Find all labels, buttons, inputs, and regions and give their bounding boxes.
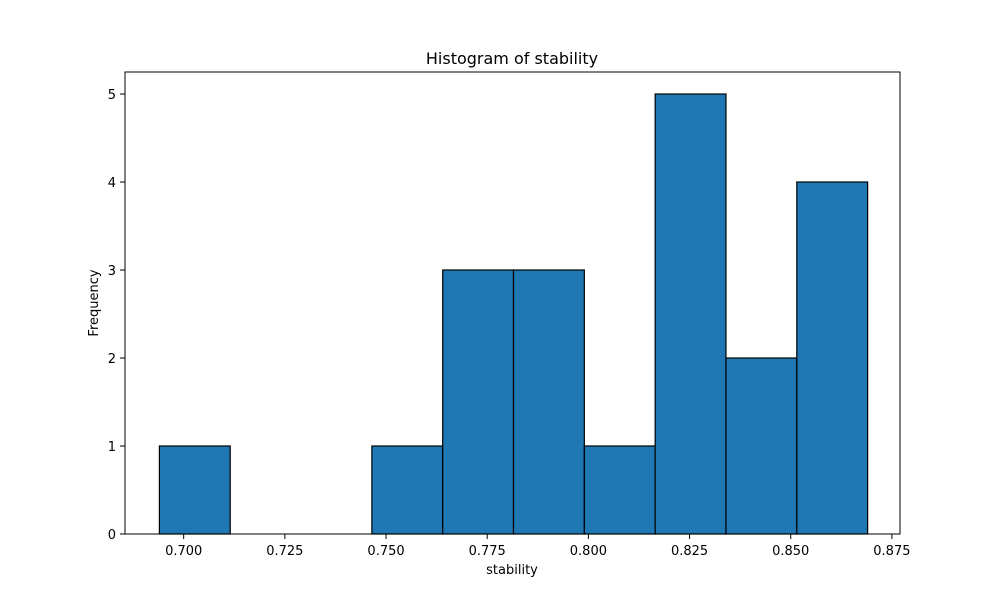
x-tick-label: 0.700: [165, 544, 202, 559]
plot-frame: [124, 71, 901, 535]
histogram-bar: [583, 445, 656, 535]
histogram-bar: [512, 269, 585, 535]
histogram-bar: [158, 445, 231, 535]
bars-group: [158, 93, 869, 535]
y-tick-label: 2: [108, 352, 116, 367]
histogram-bar: [725, 357, 798, 535]
x-tick-label: 0.825: [671, 544, 708, 559]
x-tick-label: 0.725: [266, 544, 303, 559]
y-axis: 0 1 2 3 4 5: [108, 88, 125, 543]
x-tick-label: 0.775: [469, 544, 506, 559]
x-tick-label: 0.800: [570, 544, 607, 559]
x-axis: 0.700 0.725 0.750 0.775 0.800 0.825 0.850 0.875: [165, 534, 911, 559]
y-tick-label: 3: [108, 264, 116, 279]
y-tick-label: 0: [108, 528, 116, 543]
x-tick-label: 0.850: [772, 544, 809, 559]
histogram-bar: [654, 93, 727, 535]
y-tick-label: 1: [108, 440, 116, 455]
histogram-bar: [371, 445, 444, 535]
x-tick-label: 0.875: [873, 544, 910, 559]
x-tick-label: 0.750: [367, 544, 404, 559]
histogram-bar: [442, 269, 515, 535]
x-axis-label: stability: [486, 563, 538, 578]
y-axis-label: Frequency: [87, 269, 102, 336]
histogram-bar: [796, 181, 869, 535]
y-tick-label: 4: [108, 176, 116, 191]
chart-title: Histogram of stability: [426, 49, 598, 68]
y-tick-label: 5: [108, 88, 116, 103]
